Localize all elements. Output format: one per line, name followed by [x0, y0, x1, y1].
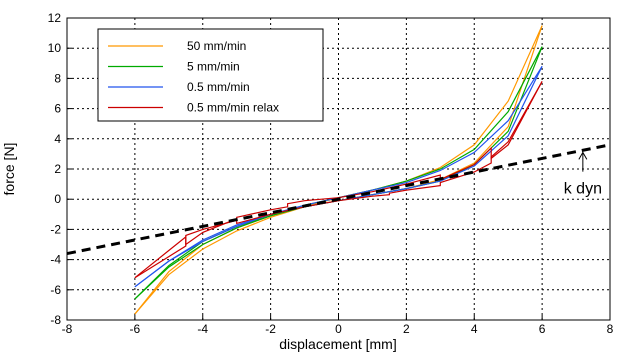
y-tick-label: 4 [54, 132, 61, 146]
reference-layer [66, 143, 611, 256]
legend-label: 0.5 mm/min [187, 80, 250, 94]
x-tick-label: -8 [62, 322, 73, 336]
x-tick-label: 4 [471, 322, 478, 336]
x-tick-label: -2 [265, 322, 276, 336]
y-tick-label: 2 [54, 162, 61, 176]
x-tick-label: 6 [539, 322, 546, 336]
x-tick-label: -4 [197, 322, 208, 336]
k-dyn-arrow-head [578, 151, 588, 160]
x-tick-label: 2 [403, 322, 410, 336]
y-tick-label: -2 [50, 222, 61, 236]
y-tick-label: 12 [48, 11, 62, 25]
series-loading-line [134, 81, 543, 279]
legend: 50 mm/min 5 mm/min 0.5 mm/min 0.5 mm/min re… [97, 28, 324, 122]
x-axis-label: displacement [mm] [279, 336, 396, 352]
y-tick-label: -8 [50, 313, 61, 327]
y-tick-label: 0 [54, 192, 61, 206]
y-axis-label: force [N] [1, 143, 17, 196]
k-dyn-label: k dyn [564, 181, 602, 198]
legend-box [97, 28, 324, 122]
x-tick-label: -6 [130, 322, 141, 336]
y-tick-label: -6 [50, 283, 61, 297]
y-tick-label: -4 [50, 253, 61, 267]
k-dyn-line [66, 143, 611, 256]
legend-label: 50 mm/min [187, 39, 246, 53]
series-unloading-line [134, 81, 543, 279]
y-tick-label: 6 [54, 102, 61, 116]
legend-label: 5 mm/min [187, 60, 240, 74]
series-0-5-mm-min-relax [134, 81, 543, 279]
x-ticks: -8 -6 -4 -2 0 2 4 6 8 [62, 315, 614, 336]
y-tick-label: 10 [48, 41, 62, 55]
y-ticks: -8 -6 -4 -2 0 2 4 6 8 10 12 [48, 11, 72, 327]
x-tick-label: 8 [607, 322, 614, 336]
x-tick-label: 0 [335, 322, 342, 336]
k-dyn-annotation: k dyn [564, 151, 602, 198]
legend-label: 0.5 mm/min relax [187, 101, 279, 115]
y-tick-label: 8 [54, 71, 61, 85]
